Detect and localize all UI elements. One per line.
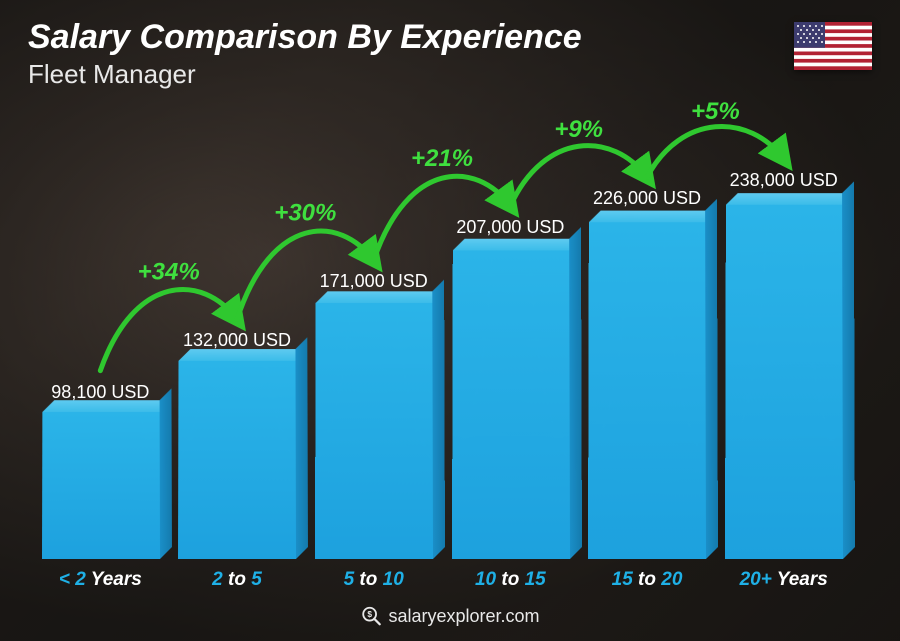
bar-chart: 98,100 USD132,000 USD 171,000 USD 207,000 … <box>32 129 852 559</box>
value-label: 171,000 USD <box>320 271 428 292</box>
xaxis-label: 5 to 10 <box>305 569 442 591</box>
xaxis-label: 10 to 15 <box>442 569 579 591</box>
header: Salary Comparison By Experience Fleet Ma… <box>28 18 582 90</box>
xaxis-label: 15 to 20 <box>579 569 716 591</box>
bar <box>452 250 570 559</box>
bar-group: 226,000 USD <box>579 129 716 559</box>
watermark: $ salaryexplorer.com <box>360 605 539 627</box>
bar-group: 207,000 USD <box>442 129 579 559</box>
bar-group: 171,000 USD <box>305 129 442 559</box>
svg-text:$: $ <box>367 610 372 619</box>
watermark-text: salaryexplorer.com <box>388 606 539 627</box>
xaxis-label: 2 to 5 <box>169 569 306 591</box>
chart-title: Salary Comparison By Experience <box>28 18 582 57</box>
bar-group: 238,000 USD <box>715 129 852 559</box>
bar <box>178 361 296 559</box>
value-label: 207,000 USD <box>456 217 564 238</box>
bar <box>315 303 433 559</box>
country-flag-icon <box>794 22 872 70</box>
bar <box>725 205 843 559</box>
value-label: 226,000 USD <box>593 188 701 209</box>
value-label: 238,000 USD <box>730 170 838 191</box>
chart-container: Salary Comparison By Experience Fleet Ma… <box>0 0 900 641</box>
logo-icon: $ <box>360 605 382 627</box>
chart-subtitle: Fleet Manager <box>28 59 582 90</box>
bar-group: 98,100 USD <box>32 129 169 559</box>
xaxis-label: 20+ Years <box>715 569 852 591</box>
bar <box>42 412 160 559</box>
xaxis-label: < 2 Years <box>32 569 169 591</box>
xaxis-labels: < 2 Years2 to 55 to 1010 to 1515 to 2020… <box>32 569 852 591</box>
pct-change-label: +5% <box>691 98 740 125</box>
bar-group: 132,000 USD <box>169 129 306 559</box>
bar <box>588 222 706 559</box>
